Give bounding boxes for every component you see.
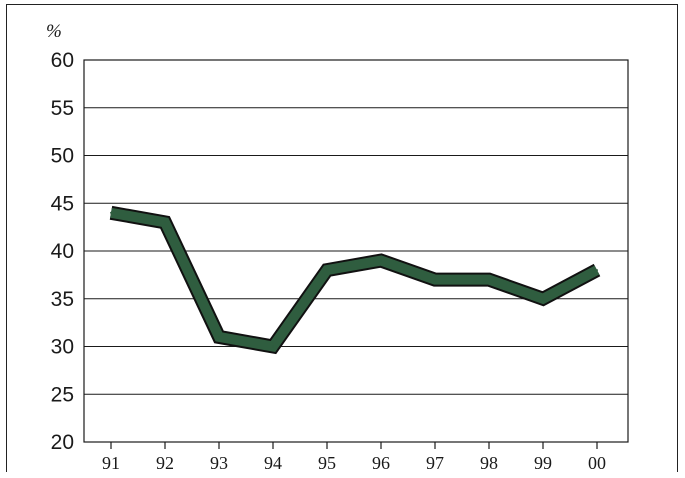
series-line [110, 207, 600, 352]
data-point-00 [596, 269, 598, 272]
y-tick-label: 60 [51, 49, 74, 72]
x-tick-label: 97 [426, 453, 444, 473]
data-point-99 [542, 297, 544, 300]
series-line-outline [109, 205, 601, 355]
y-tick-label: 40 [51, 240, 74, 263]
x-tick-label: 99 [534, 453, 552, 473]
y-tick-label: 20 [51, 431, 74, 454]
data-point-91 [110, 211, 112, 214]
data-point-96 [380, 259, 382, 262]
x-tick-label: 91 [102, 453, 120, 473]
data-point-94 [272, 345, 274, 348]
data-point-95 [326, 269, 328, 272]
y-tick-label: 55 [51, 97, 74, 120]
x-tick-label: 98 [480, 453, 498, 473]
data-point-98 [488, 278, 490, 281]
data-point-93 [218, 335, 220, 338]
y-tick-label: 30 [51, 336, 74, 359]
y-tick-label: 35 [51, 288, 74, 311]
y-tick-label: 25 [51, 383, 74, 406]
x-tick-label: 93 [210, 453, 228, 473]
y-tick-label: 45 [51, 192, 74, 215]
x-tick-label: 00 [588, 453, 606, 473]
plot-area [83, 59, 629, 443]
y-tick-label: 50 [51, 145, 74, 168]
data-point-92 [164, 221, 166, 224]
x-tick-label: 95 [318, 453, 336, 473]
x-tick-label: 96 [372, 453, 390, 473]
y-axis-unit-label: % [46, 21, 62, 42]
x-tick-label: 92 [156, 453, 174, 473]
data-point-97 [434, 278, 436, 281]
x-tick-label: 94 [264, 453, 282, 473]
